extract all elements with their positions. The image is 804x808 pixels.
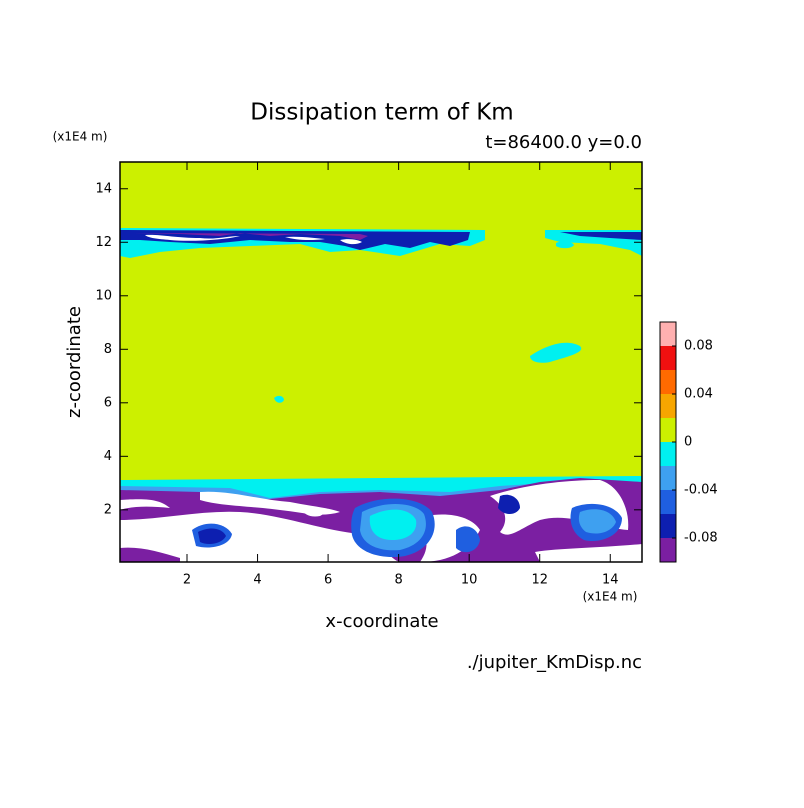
subtitle: t=86400.0 y=0.0 <box>485 132 642 153</box>
contour-region <box>120 547 180 562</box>
x-tick-label: 6 <box>324 573 332 588</box>
x-tick-label: 14 <box>602 573 619 588</box>
colorbar-bin <box>660 466 676 490</box>
y-tick-label: 6 <box>104 395 112 410</box>
contour-region <box>198 528 226 544</box>
contour-region <box>120 499 170 510</box>
colorbar-bin <box>660 514 676 538</box>
colorbar-bin <box>660 394 676 418</box>
x-unit: (x1E4 m) <box>583 590 638 604</box>
y-tick-label: 14 <box>95 181 112 196</box>
contour-region <box>456 526 480 553</box>
colorbar-bin <box>660 538 676 562</box>
colorbar-tick-label: 0.04 <box>684 387 713 402</box>
x-tick-label: 10 <box>461 573 478 588</box>
colorbar-bin <box>660 370 676 394</box>
colorbar-bin <box>660 418 676 442</box>
contour-region <box>556 241 574 249</box>
contour-region <box>145 234 240 241</box>
contour-region <box>274 395 284 403</box>
plot-frame <box>119 161 643 563</box>
source-label: ./jupiter_KmDisp.nc <box>467 652 642 673</box>
x-tick-label: 4 <box>253 573 261 588</box>
x-axis-label: x-coordinate <box>325 611 438 632</box>
contour-region <box>120 511 400 562</box>
colorbar-bin <box>660 442 676 466</box>
chart-title: Dissipation term of Km <box>250 100 513 126</box>
y-unit: (x1E4 m) <box>53 130 108 144</box>
x-tick-label: 12 <box>531 573 548 588</box>
colorbar-bin <box>660 322 676 346</box>
contour-region <box>535 544 642 562</box>
contour-region <box>530 342 582 363</box>
contour-region <box>578 509 616 534</box>
y-tick-label: 4 <box>104 449 112 464</box>
contour-region <box>285 236 325 241</box>
colorbar-tick-label: -0.04 <box>684 483 718 498</box>
contour-fields <box>120 162 642 562</box>
y-tick-label: 8 <box>104 342 112 357</box>
colorbar-tick-label: -0.08 <box>684 531 718 546</box>
contour-region <box>300 505 323 517</box>
y-axis-label: z-coordinate <box>64 306 85 418</box>
y-tick-label: 12 <box>95 235 112 250</box>
contour-region <box>340 239 362 245</box>
colorbar-tick-label: 0.08 <box>684 339 713 354</box>
contour-region <box>560 232 642 240</box>
colorbar-bin <box>660 490 676 514</box>
x-tick-label: 2 <box>183 573 191 588</box>
y-tick-label: 2 <box>104 502 112 517</box>
contour-region <box>369 509 417 540</box>
y-tick-label: 10 <box>95 288 112 303</box>
x-tick-label: 8 <box>394 573 402 588</box>
colorbar-tick-label: 0 <box>684 435 692 450</box>
contour-region <box>498 494 520 514</box>
colorbar-bin <box>660 346 676 370</box>
